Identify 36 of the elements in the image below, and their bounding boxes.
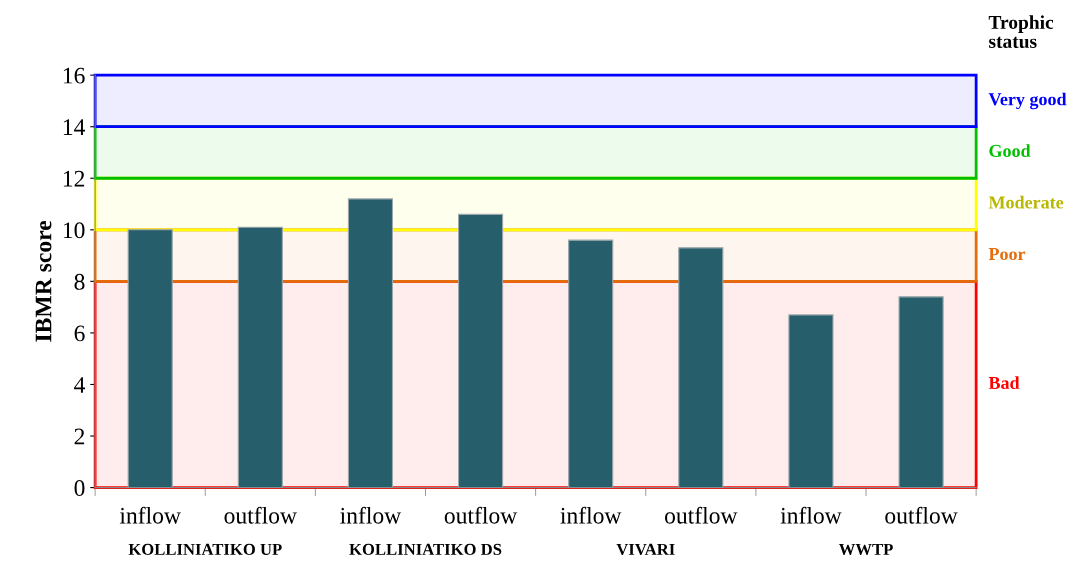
- band-label: Poor: [988, 248, 1026, 261]
- bar: [678, 247, 724, 488]
- x-tick-label: outflow: [444, 506, 518, 524]
- y-tick-label: 12: [63, 170, 85, 187]
- y-tick-label: 14: [63, 119, 86, 135]
- x-tick-label: inflow: [340, 506, 402, 524]
- x-tick-label: inflow: [560, 506, 622, 524]
- bar: [788, 314, 834, 488]
- y-tick-label: 0: [74, 480, 85, 497]
- band-label: Bad: [988, 376, 1020, 389]
- bar: [568, 239, 614, 488]
- band-label: Good: [989, 144, 1031, 157]
- text: VIVARI: [616, 543, 675, 556]
- bar: [457, 213, 504, 488]
- y-tick-label: 4: [74, 377, 86, 393]
- y-tick-label: 16: [63, 67, 85, 84]
- band-label: Moderate: [988, 195, 1064, 209]
- bar: [237, 226, 283, 488]
- text: WWTP: [838, 543, 893, 556]
- x-tick-label: outflow: [665, 506, 738, 524]
- legend-title: Trophic status: [988, 15, 1054, 49]
- x-tick-label: inflow: [780, 506, 842, 524]
- band-label: Very good: [988, 92, 1067, 110]
- x-tick-label: outflow: [885, 506, 958, 524]
- y-tick-label: 10: [63, 222, 85, 239]
- x-tick-label: outflow: [224, 506, 297, 524]
- y-tick-label: 6: [74, 325, 85, 342]
- y-tick-label: 2: [74, 428, 85, 445]
- bar: [347, 198, 394, 488]
- y-tick-label: 8: [74, 273, 85, 290]
- text: KOLLINIATIKO UP: [128, 543, 282, 555]
- x-tick-label: inflow: [119, 506, 181, 524]
- text: KOLLINIATIKO DS: [349, 543, 502, 555]
- bar: [898, 296, 944, 488]
- bar: [127, 229, 173, 488]
- y-axis-title: IBMR score: [35, 220, 52, 342]
